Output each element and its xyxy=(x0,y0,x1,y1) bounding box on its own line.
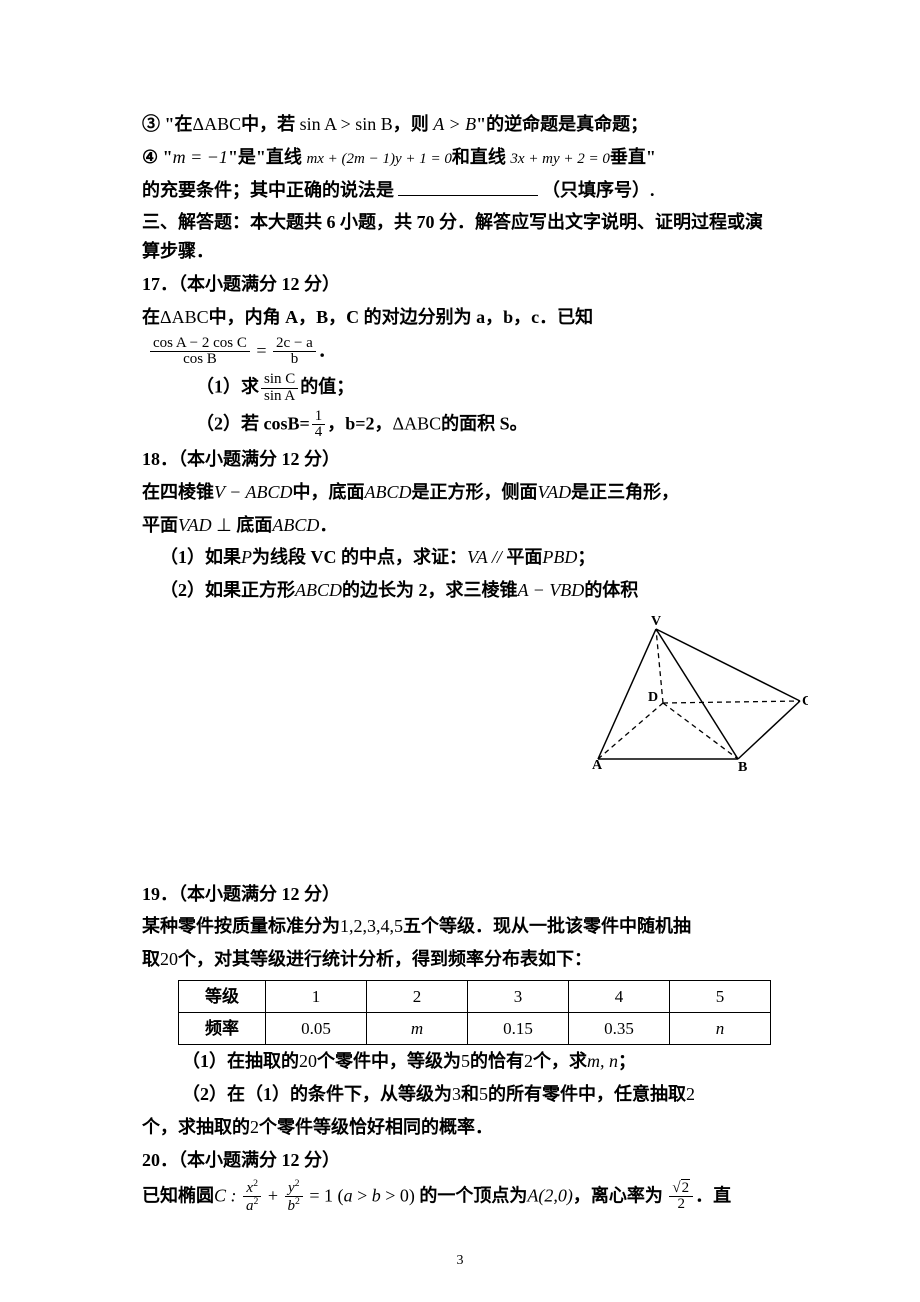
svg-text:V: V xyxy=(651,614,661,629)
q19-part2b: 个，求抽取的2个零件等级恰好相同的概率． xyxy=(142,1113,778,1142)
q17-part1: （1）求sin Csin A的值； xyxy=(142,372,778,405)
svg-text:A: A xyxy=(592,758,603,771)
q20-intro: 已知椭圆C : x2a2 + y2b2 = 1 (a > b > 0) 的一个顶… xyxy=(142,1179,778,1216)
q19-intro-2: 取20个，对其等级进行统计分析，得到频率分布表如下： xyxy=(142,945,778,974)
q19-part1: （1）在抽取的20个零件中，等级为5的恰有2个，求m, n； xyxy=(142,1047,778,1076)
q17-intro: 在ΔABC中，内角 A，B，C 的对边分别为 a，b，c．已知 xyxy=(142,303,778,332)
table-data-row: 频率 0.05 m 0.15 0.35 n xyxy=(179,1013,771,1045)
svg-text:B: B xyxy=(738,760,747,771)
svg-text:C: C xyxy=(802,694,808,709)
svg-text:D: D xyxy=(648,690,658,705)
spacer xyxy=(142,790,778,880)
statement-4: ④ "m = −1"是"直线 mx + (2m − 1)y + 1 = 0和直线… xyxy=(142,143,778,172)
q18-intro-2: 平面VAD ⊥ 底面ABCD． xyxy=(142,511,778,540)
page: ③ "在ΔABC中，若 sin A > sin B，则 A > B"的逆命题是真… xyxy=(0,0,920,1302)
q19-part2a: （2）在（1）的条件下，从等级为3和5的所有零件中，任意抽取2 xyxy=(142,1080,778,1109)
q17-title: 17．（本小题满分 12 分） xyxy=(142,270,778,299)
q17-equation: cos A − 2 cos Ccos B = 2c − ab． xyxy=(148,336,778,369)
q18-intro: 在四棱锥V − ABCD中，底面ABCD是正方形，侧面VAD是正三角形， xyxy=(142,478,778,507)
section-3-header: 三、解答题：本大题共 6 小题，共 70 分．解答应写出文字说明、证明过程或演算… xyxy=(142,208,778,266)
q19-intro-1: 某种零件按质量标准分为1,2,3,4,5五个等级．现从一批该零件中随机抽 xyxy=(142,912,778,941)
q20-title: 20．（本小题满分 12 分） xyxy=(142,1146,778,1175)
q18-part1: （1）如果P为线段 VC 的中点，求证：VA // 平面PBD； xyxy=(142,543,778,572)
marker-4: ④ xyxy=(142,147,158,167)
table-header-row: 等级 1 2 3 4 5 xyxy=(179,981,771,1013)
marker-3: ③ xyxy=(142,114,160,134)
q19-title: 19．（本小题满分 12 分） xyxy=(142,880,778,909)
pyramid-figure: V A B C D xyxy=(578,611,808,780)
statement-4-cont: 的充要条件；其中正确的说法是（只填序号）. xyxy=(142,176,778,205)
blank-fill xyxy=(398,195,538,196)
page-number: 3 xyxy=(0,1250,920,1272)
q18-part2: （2）如果正方形ABCD的边长为 2，求三棱锥A − VBD的体积 xyxy=(142,576,778,605)
statement-3: ③ "在ΔABC中，若 sin A > sin B，则 A > B"的逆命题是真… xyxy=(142,110,778,139)
frequency-table: 等级 1 2 3 4 5 频率 0.05 m 0.15 0.35 n xyxy=(178,980,771,1045)
q18-title: 18．（本小题满分 12 分） xyxy=(142,445,778,474)
q17-part2: （2）若 cosB=14，b=2，ΔABC的面积 S。 xyxy=(142,409,778,442)
